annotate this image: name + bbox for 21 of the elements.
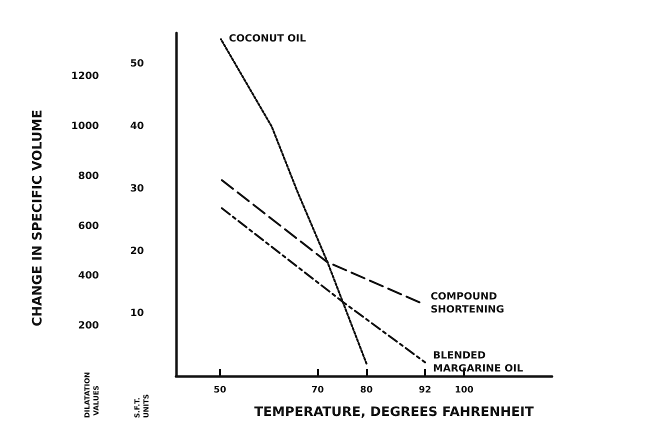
y-tick-label: 30 (130, 183, 144, 194)
text: CHANGE IN SPECIFIC VOLUME (30, 110, 46, 326)
x-tick-label: 92 (418, 386, 432, 396)
y2-tick-label: 1200 (71, 71, 100, 82)
y2-tick-label: 600 (78, 220, 100, 232)
series-label: COCONUT OIL (228, 34, 307, 45)
y2-tick-label: 1000 (71, 121, 100, 132)
y2-tick-label: 800 (78, 170, 100, 182)
x-tick-label: 80 (360, 386, 373, 396)
series-label: BLENDED MARGARINE OIL (433, 350, 524, 374)
series-label: COMPOUND SHORTENING (430, 292, 504, 316)
y-tick-label: 10 (130, 308, 144, 320)
y2-tick-label: 400 (78, 270, 100, 282)
x-tick-label: 50 (214, 386, 226, 396)
y2-tick-label: 200 (78, 320, 100, 332)
x-tick-label: 100 (454, 386, 474, 396)
y-tick-label: 40 (130, 121, 144, 132)
y-tick-label: 20 (130, 246, 144, 257)
y-tick-label: 50 (130, 58, 144, 70)
x-axis-title: TEMPERATURE, DEGREES FAHRENHEIT (254, 405, 534, 420)
x-tick-label: 70 (311, 386, 324, 396)
